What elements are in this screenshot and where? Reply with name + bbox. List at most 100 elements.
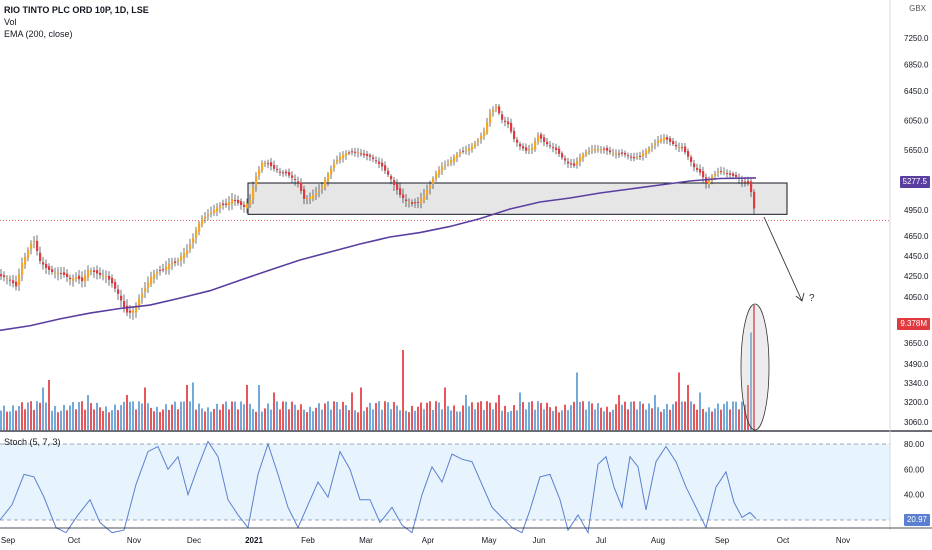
currency-label[interactable]: GBX [909,4,926,13]
ema-legend[interactable]: EMA (200, close) [4,29,73,39]
stoch-tick-label: 80.00 [904,440,925,449]
support-zone [247,182,788,215]
candle-body [465,150,468,151]
volume-legend[interactable]: Vol [4,17,17,27]
candle-body [555,147,558,150]
volume-bar [648,403,650,430]
candle-body [0,274,3,277]
time-axis-label: Dec [187,536,201,545]
candle-body [117,289,120,294]
candle-body [282,172,285,174]
candle-body [42,262,45,265]
candle-body [648,148,651,152]
volume-bar [213,408,215,430]
candle-body [366,153,369,156]
volume-bar [669,409,671,430]
volume-bar [216,403,218,430]
time-axis-label: Feb [301,536,315,545]
candle-body [270,162,273,167]
candle-body [501,114,504,120]
volume-bar [219,409,221,430]
volume-bar [387,402,389,430]
candle-body [291,175,294,178]
volume-bar [720,409,722,430]
volume-bar [78,402,80,430]
volume-bar [93,409,95,430]
candle-body [192,238,195,243]
candle-body [63,272,66,275]
candle-body [3,275,6,278]
candle-body [327,174,330,182]
volume-bar [675,401,677,430]
candle-body [165,267,168,271]
volume-bar [753,305,755,430]
candle-body [480,135,483,140]
candle-body [519,143,522,147]
volume-bar [198,403,200,430]
candle-body [201,218,204,225]
volume-bar [324,403,326,430]
volume-bar [3,405,5,430]
stoch-legend[interactable]: Stoch (5, 7, 3) [4,437,61,447]
volume-bar [195,409,197,430]
candle-body [183,253,186,259]
candle-body [321,187,324,189]
volume-bar [204,411,206,430]
candle-body [51,269,54,272]
candle-body [393,180,396,185]
volume-bar [354,410,356,430]
candle-body [228,202,231,206]
candle-body [561,153,564,158]
candle-body [618,153,621,155]
candle-body [132,310,135,313]
candle-body [690,157,693,162]
volume-bar [528,402,530,430]
volume-bar [282,401,284,430]
volume-bar [540,403,542,430]
volume-bar [516,410,518,430]
volume-bar [507,412,509,430]
volume-bar [234,401,236,430]
volume-bar [396,405,398,430]
ema-200-line [0,177,757,332]
volume-bar [240,401,242,430]
candle-body [579,156,582,162]
candle-body [615,153,618,155]
candle-body [324,179,327,188]
candle-body [123,301,126,308]
volume-bar [159,412,161,430]
volume-bar [357,412,359,430]
candle-body [537,135,540,143]
volume-bar [264,408,266,430]
candle-body [195,230,198,238]
volume-bar [567,410,569,430]
candle-body [141,293,144,299]
candle-body [498,106,501,114]
volume-bar [684,401,686,430]
volume-bar [30,401,32,430]
candle-body [294,178,297,180]
candle-body [399,188,402,195]
volume-bar [609,412,611,430]
volume-spike-ellipse [740,303,770,431]
candle-body [426,190,429,196]
volume-bar [336,401,338,430]
volume-bar [468,406,470,430]
volume-bar [189,401,191,430]
volume-bar [744,404,746,430]
volume-bar [513,405,515,430]
volume-bar [21,402,23,430]
price-tick-label: 6450.0 [904,87,929,96]
candle-body [594,149,597,151]
volume-bar [99,407,101,430]
volume-bar [123,401,125,430]
price-tick-label: 7250.0 [904,34,929,43]
candle-body [423,195,426,201]
symbol-title[interactable]: RIO TINTO PLC ORD 10P, 1D, LSE [4,5,149,15]
candle-body [678,147,681,149]
volume-bar [459,411,461,430]
volume-bar [537,401,539,430]
candle-body [345,153,348,156]
volume-bar [318,403,320,430]
